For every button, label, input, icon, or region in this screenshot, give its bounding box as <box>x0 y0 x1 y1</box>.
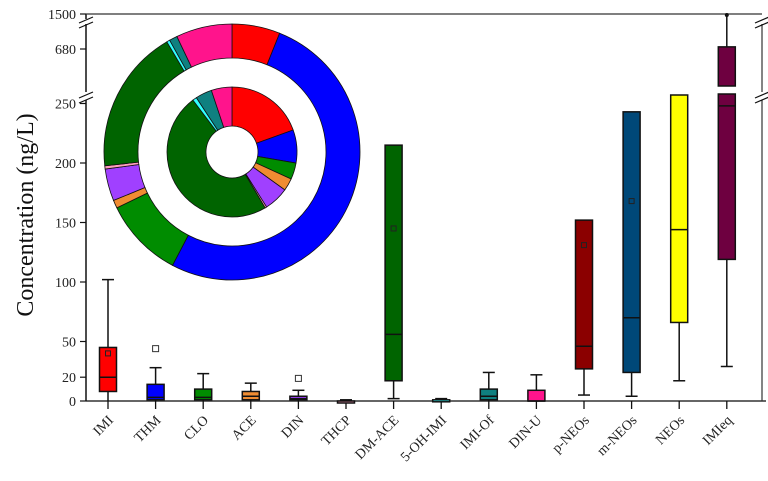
y-tick-label: 50 <box>62 336 76 351</box>
x-tick-label: IMI <box>91 413 117 439</box>
box-imi-of <box>479 371 499 409</box>
inset-donut-chart <box>103 23 361 281</box>
box-imi <box>98 278 118 409</box>
outlier-marker <box>152 345 160 353</box>
donut-slice-din-u <box>176 23 233 68</box>
box-neos <box>669 94 689 409</box>
x-tick-label: 5-OH-IMI <box>398 413 450 465</box>
x-tick-label: THM <box>132 413 165 446</box>
box-thm <box>146 345 165 409</box>
y-tick-label: 250 <box>55 98 76 113</box>
box-din <box>289 374 308 409</box>
box-5-oh-imi <box>431 397 451 409</box>
outlier-marker <box>294 374 302 382</box>
x-tick-label: IMI-Of <box>458 413 498 453</box>
box-imieq <box>717 13 737 409</box>
y-tick-label: 1500 <box>48 8 76 23</box>
box-dm-ace <box>384 144 403 409</box>
y-tick-label: 100 <box>55 276 76 291</box>
x-tick-label: DM-ACE <box>353 413 403 463</box>
y-tick-label: 20 <box>62 371 76 386</box>
x-tick-label: IMIeq <box>700 413 735 448</box>
y-tick-label: 0 <box>69 395 76 410</box>
y-tick-label: 680 <box>55 43 76 58</box>
box-m-neos <box>622 111 641 409</box>
donut-slice-clo <box>116 192 189 266</box>
x-tick-label: NEOs <box>653 413 688 448</box>
box-din-u <box>527 374 546 409</box>
axis-break-mark <box>754 91 768 99</box>
x-tick-label: DIN-U <box>507 413 546 452</box>
y-tick-label: 150 <box>55 217 76 232</box>
axis-break-mark <box>754 16 768 24</box>
x-tick-label: THCP <box>319 413 355 449</box>
donut-slice-din-u <box>210 86 233 128</box>
axis-break-mark <box>78 16 94 24</box>
x-tick-label: p-NEOs <box>550 413 593 456</box>
donut-slice-dm-ace <box>166 99 266 218</box>
donut-slice-thm <box>171 32 361 281</box>
x-tick-label: DIN <box>279 413 307 441</box>
box-ace <box>241 382 261 409</box>
box-p-neos <box>574 219 594 409</box>
y-tick-label: 200 <box>55 157 76 172</box>
x-tick-label: CLO <box>182 413 212 443</box>
box-series <box>98 13 737 409</box>
axes: 0 20 50 100 150 200 250 680 1500 <box>48 8 768 410</box>
axis-break-mark <box>78 91 94 99</box>
x-tick-label: ACE <box>229 413 259 443</box>
x-tick-label: m-NEOs <box>595 413 641 459</box>
box-clo <box>193 372 213 409</box>
y-axis-title: Concentration (ng/L) <box>13 113 39 316</box>
box-thcp <box>336 399 356 409</box>
